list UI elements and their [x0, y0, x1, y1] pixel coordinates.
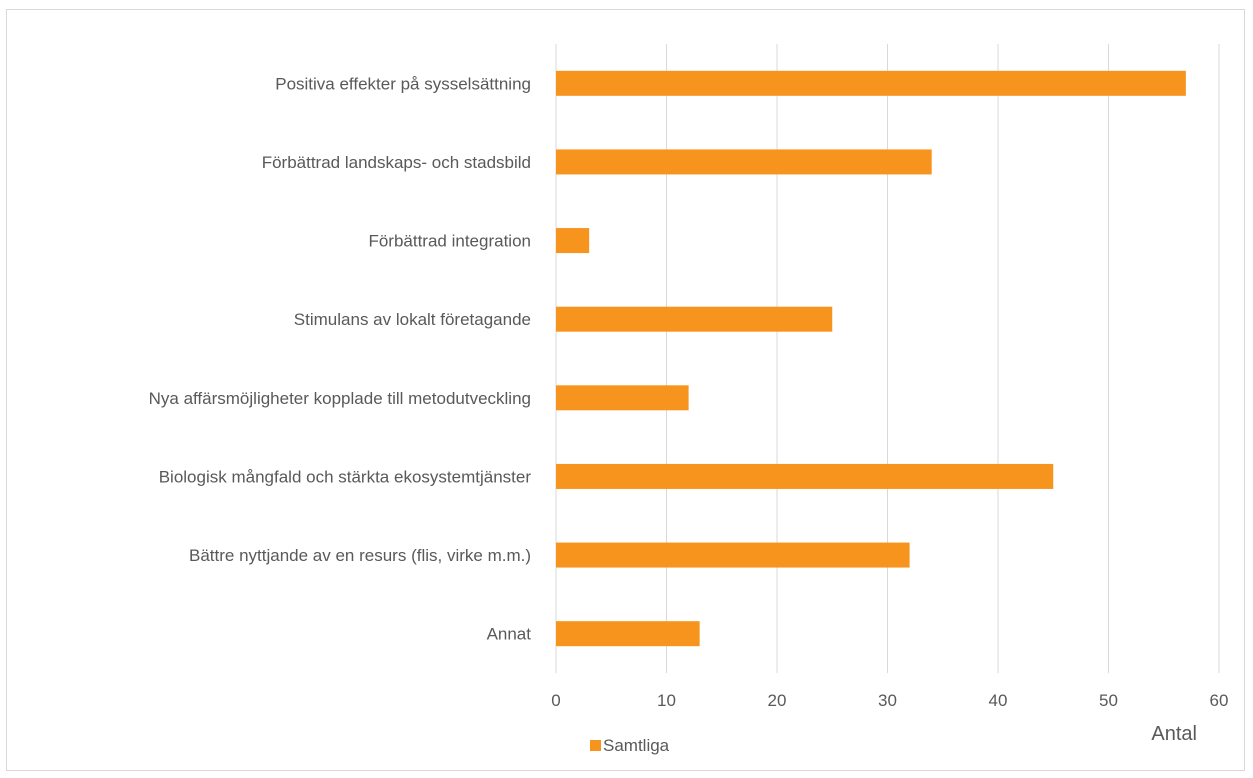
x-tick-labels: 0 10 20 30 40 50 60 — [551, 691, 1228, 710]
x-tick-label: 50 — [1099, 691, 1118, 710]
category-label: Bättre nyttjande av en resurs (flis, vir… — [189, 546, 531, 565]
category-labels: Positiva effekter på sysselsättning Förbä… — [149, 74, 532, 643]
bar — [556, 306, 833, 332]
bar — [556, 385, 689, 411]
category-label: Annat — [487, 625, 532, 644]
category-label: Förbättrad integration — [368, 232, 531, 251]
bar — [556, 542, 910, 568]
bar — [556, 463, 1054, 489]
category-label: Positiva effekter på sysselsättning — [275, 74, 531, 93]
legend-label: Samtliga — [603, 736, 670, 755]
x-tick-label: 10 — [657, 691, 676, 710]
bars — [556, 70, 1186, 647]
bar — [556, 70, 1186, 96]
x-tick-label: 0 — [551, 691, 560, 710]
bar-chart: Positiva effekter på sysselsättning Förbä… — [149, 44, 1228, 755]
x-tick-label: 20 — [768, 691, 787, 710]
bar — [556, 621, 700, 647]
legend: Samtliga — [590, 736, 670, 755]
x-tick-label: 30 — [878, 691, 897, 710]
category-label: Stimulans av lokalt företagande — [294, 310, 531, 329]
category-label: Biologisk mångfald och stärkta ekosystem… — [159, 467, 532, 486]
legend-swatch — [590, 740, 601, 751]
x-tick-label: 40 — [989, 691, 1008, 710]
category-label: Förbättrad landskaps- och stadsbild — [262, 153, 531, 172]
chart-frame: Positiva effekter på sysselsättning Förbä… — [6, 9, 1245, 771]
bar — [556, 228, 590, 254]
x-axis-title: Antal — [1151, 723, 1197, 745]
gridlines — [555, 44, 1220, 673]
bar — [556, 149, 932, 175]
x-tick-label: 60 — [1210, 691, 1229, 710]
category-label: Nya affärsmöjligheter kopplade till meto… — [149, 389, 531, 408]
